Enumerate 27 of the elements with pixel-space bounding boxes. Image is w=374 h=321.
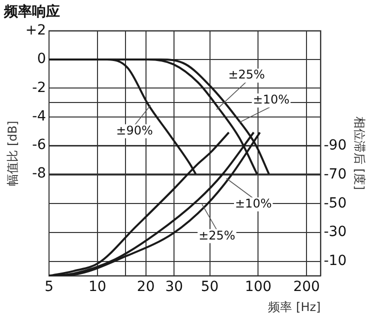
y2-tick-label: -10 (324, 253, 347, 270)
annotation: ±90% (116, 123, 153, 138)
y2-tick-label: -30 (324, 224, 347, 240)
y-tick-label: 0 (37, 51, 46, 68)
y-tick-label: -4 (32, 108, 46, 124)
y2-axis-title: 相位滞后 [度] (352, 116, 367, 190)
y2-tick-label: -90 (324, 138, 347, 154)
y-tick-label: -2 (32, 80, 46, 96)
y-tick-label: -8 (32, 166, 46, 182)
y2-tick-label: -70 (324, 166, 347, 183)
x-tick-label: 100 (244, 278, 272, 295)
y2-tick-label: -50 (324, 195, 347, 212)
x-axis-title: 频率 [Hz] (268, 300, 321, 314)
annotation: ±25% (198, 228, 236, 242)
y-axis-title: 幅值比 [dB] (5, 120, 20, 186)
x-tick-label: 10 (88, 278, 106, 295)
y-tick-label: -6 (32, 137, 46, 154)
y-tick-label: +2 (25, 22, 46, 38)
x-tick-label: 50 (200, 278, 219, 295)
x-tick-label: 30 (165, 278, 184, 295)
x-tick-label: 200 (293, 278, 320, 295)
annotation: ±10% (234, 196, 272, 210)
x-tick-label: 20 (136, 278, 155, 295)
chart-title: 频率响应 (3, 3, 60, 20)
annotation: ±10% (252, 92, 290, 107)
x-tick-label: 5 (44, 278, 54, 295)
annotation: ±25% (228, 68, 265, 82)
